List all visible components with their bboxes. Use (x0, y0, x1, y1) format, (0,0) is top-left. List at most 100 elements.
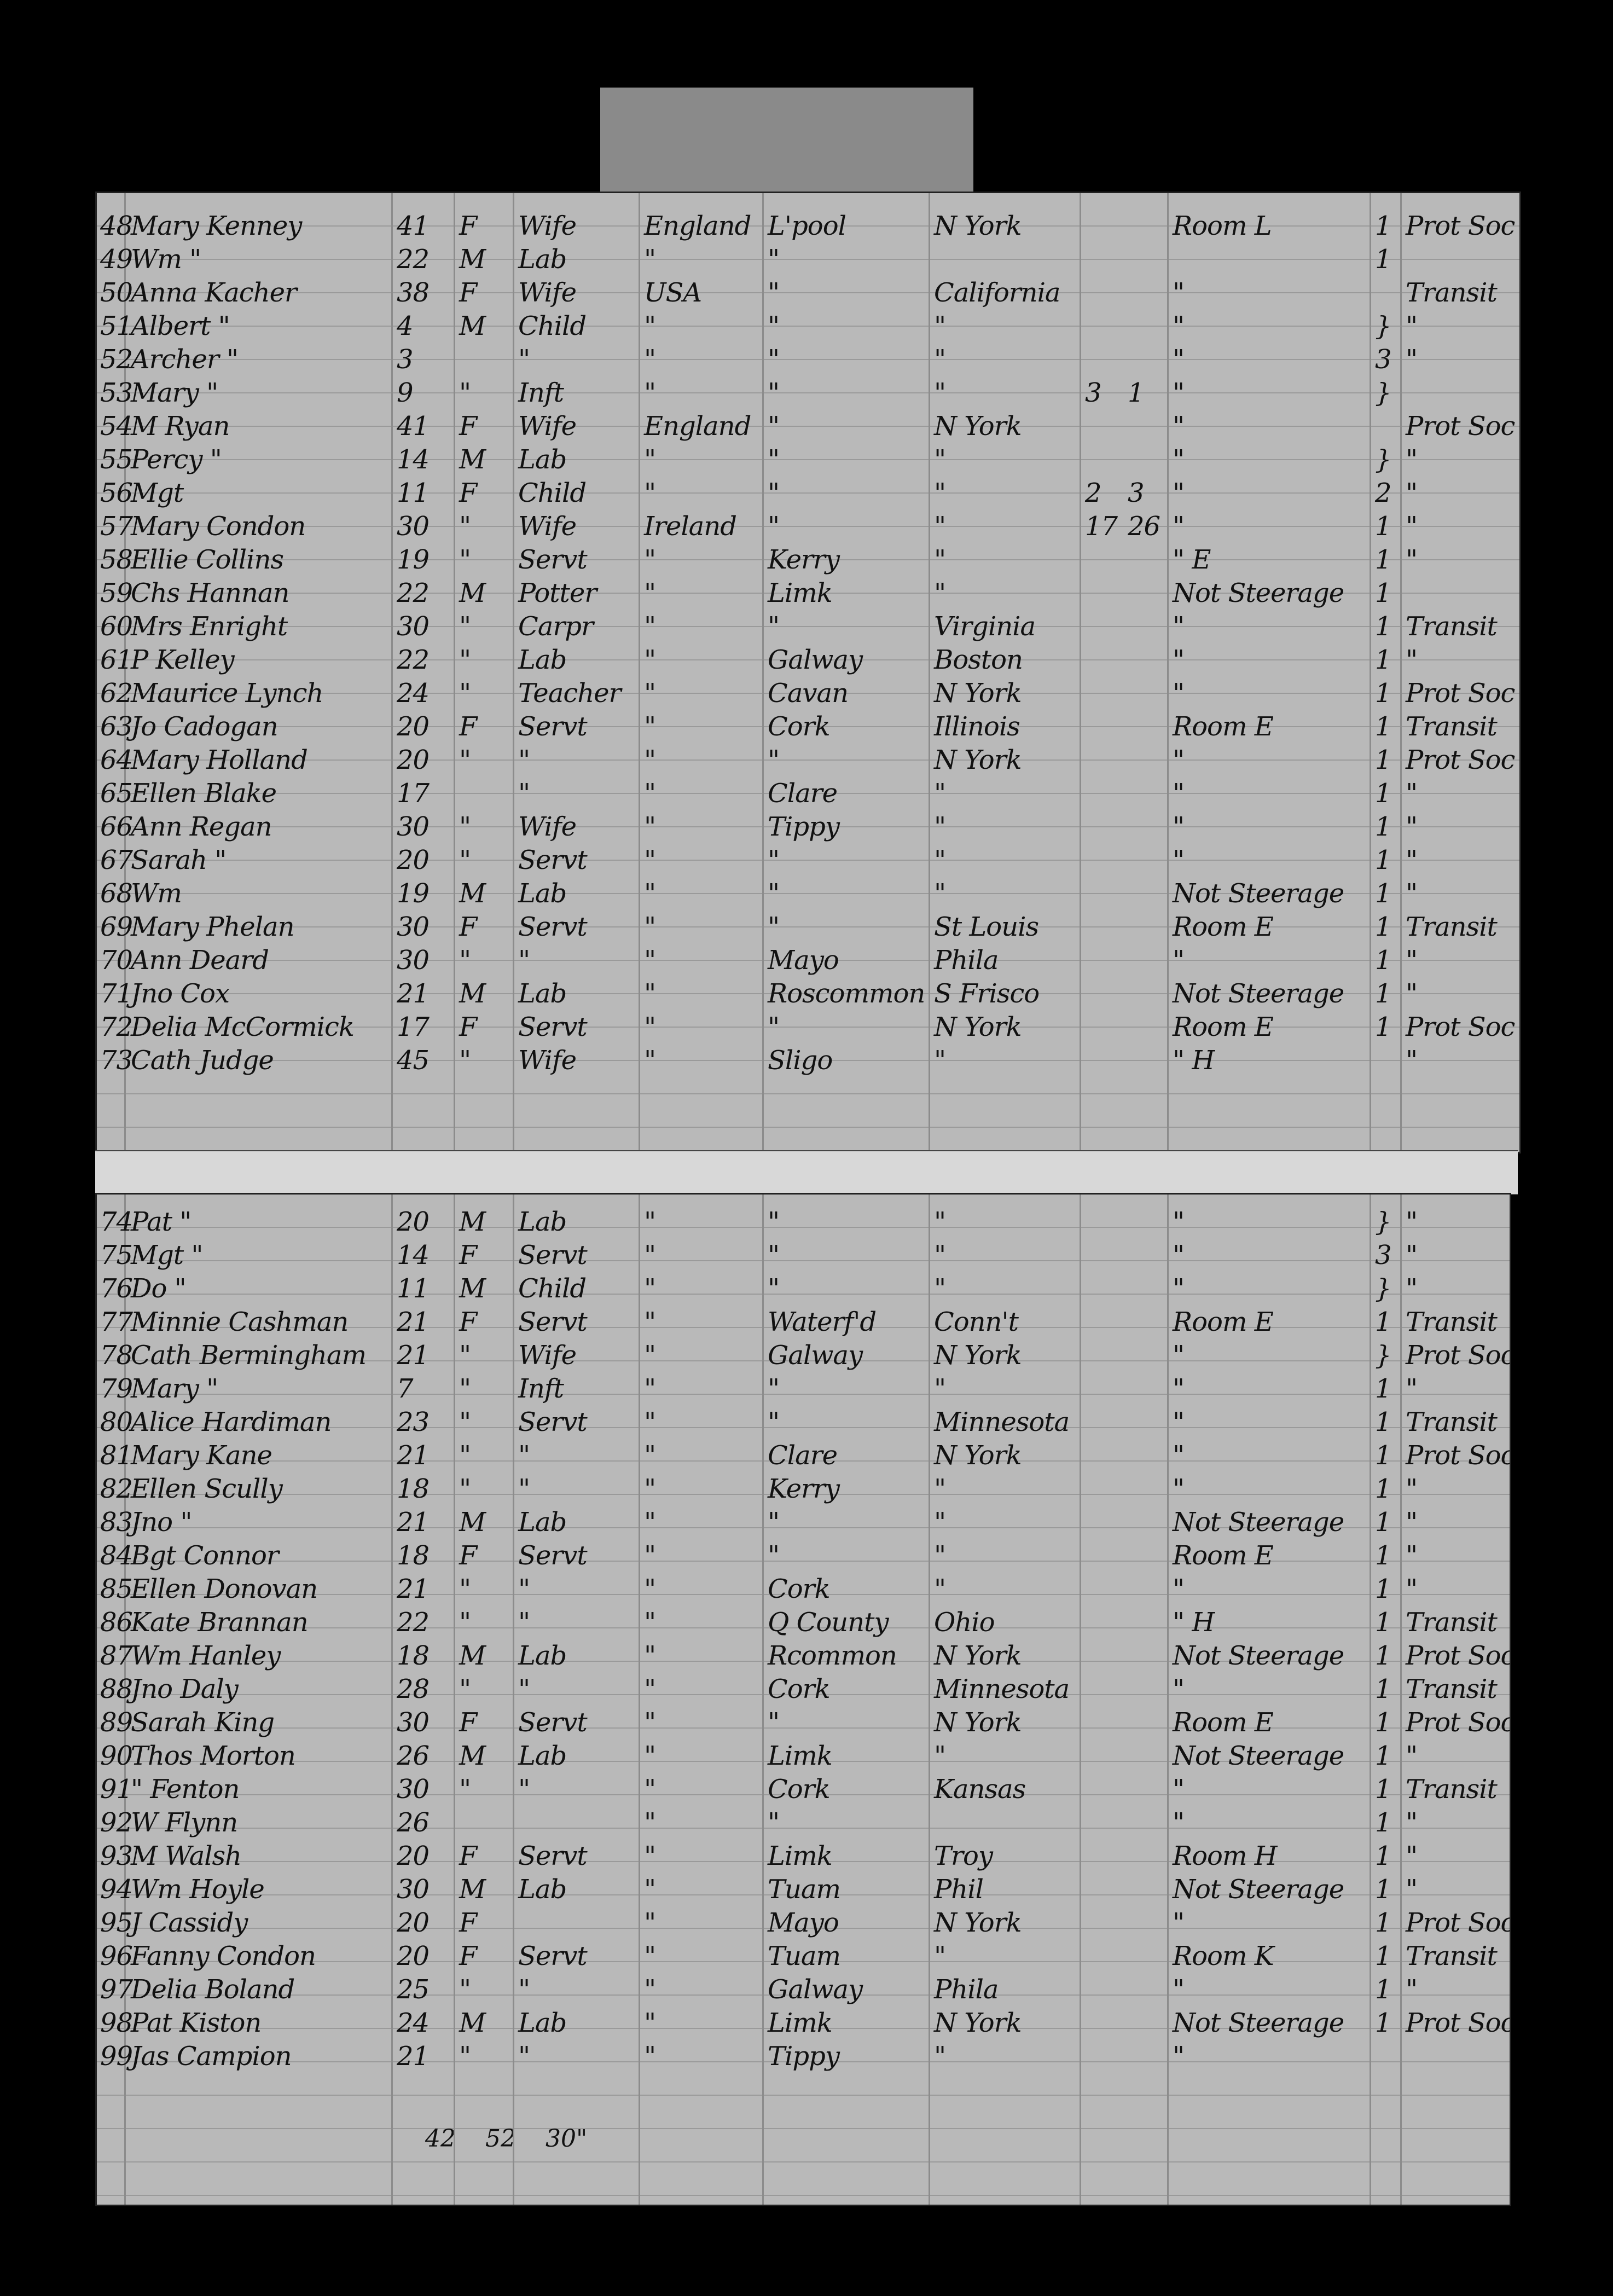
age: 18 (397, 1540, 430, 1571)
age: 30 (397, 1874, 430, 1905)
accommodation: " (1173, 444, 1185, 475)
destination: N York (934, 1012, 1022, 1042)
age: 21 (397, 1307, 430, 1337)
passenger-name: Mary " (131, 1373, 218, 1404)
passenger-name: Cath Judge (131, 1045, 274, 1076)
nationality: " (644, 1874, 656, 1905)
occupation: Servt (518, 912, 588, 942)
passenger-count: 1 (1375, 511, 1392, 542)
passenger-name: Mary Kenney (131, 211, 302, 241)
agency: " (1406, 1540, 1418, 1571)
agency: Transit (1406, 1307, 1498, 1337)
ruled-column-line (513, 1195, 514, 2205)
accommodation: " (1173, 1440, 1185, 1471)
accommodation: " (1173, 311, 1185, 341)
destination: " (934, 1474, 946, 1504)
passenger-count: 1 (1375, 1841, 1392, 1871)
accommodation: Not Steerage (1173, 878, 1344, 909)
passenger-name: Wm Hanley (131, 1640, 281, 1671)
nationality: " (644, 1307, 656, 1337)
nationality: " (644, 878, 656, 909)
occupation: " (518, 745, 530, 775)
manifest-row: 68 Wm 19 M Lab " " " Not Steerage 1 " (97, 877, 1519, 911)
accommodation: " H (1173, 1045, 1215, 1076)
ruled-column-line (762, 1195, 764, 2205)
occupation: Lab (518, 1207, 567, 1237)
nationality: " (644, 1941, 656, 1972)
accommodation: " (1173, 511, 1185, 542)
nationality: " (644, 378, 656, 408)
manifest-page-lower: 42 52 30" 74 Pat " 20 M Lab " " " "} " 75 Mgt " 14 F S… (95, 1193, 1511, 2206)
passenger-count: } (1375, 311, 1392, 341)
occupation: Lab (518, 244, 567, 275)
manifest-row: 59 Chs Hannan 22 M Potter " Limk " Not Steerage 1 (97, 577, 1519, 610)
manifest-row: 89 Sarah King 30 F Servt " " N York Room E 1 Prot … (97, 1706, 1510, 1740)
agency: Transit (1406, 1407, 1498, 1437)
accommodation: " (1173, 1674, 1185, 1704)
nationality: " (644, 845, 656, 876)
manifest-row: 61 P Kelley 22 " Lab " Galway Boston " 1 " (97, 643, 1519, 677)
entry-number: 59 (100, 578, 133, 608)
agency: " (1406, 945, 1418, 976)
entry-number: 88 (100, 1674, 133, 1704)
passenger-count: 1 (1375, 578, 1392, 608)
agency: " (1406, 1507, 1418, 1538)
destination: California (934, 277, 1061, 308)
manifest-row: 77 Minnie Cashman 21 F Servt " Waterf'd Conn't R… (97, 1306, 1510, 1339)
manifest-row: 56 Mgt 11 F Child " " " 2 3 " 2 " (97, 477, 1519, 510)
passenger-name: W Flynn (131, 1807, 238, 1838)
nationality: " (644, 912, 656, 942)
manifest-row: 86 Kate Brannan 22 " " " Q County Ohio " H 1 Trans… (97, 1606, 1510, 1639)
age: 3 (397, 344, 414, 375)
occupation: Lab (518, 1741, 567, 1771)
passenger-count: } (1375, 444, 1392, 475)
manifest-row: 76 Do " 11 M Child " " " "} " (97, 1272, 1510, 1306)
passenger-name: Mary Condon (131, 511, 306, 542)
destination: " (934, 378, 946, 408)
occupation: Lab (518, 1640, 567, 1671)
destination: N York (934, 1707, 1022, 1738)
occupation: Wife (518, 411, 577, 442)
entry-number: 63 (100, 711, 133, 742)
manifest-row: 87 Wm Hanley 18 M Lab " Rcommon N York Not Steer… (97, 1639, 1510, 1673)
nationality: " (644, 678, 656, 709)
accommodation: " (1173, 678, 1185, 709)
manifest-row: 88 Jno Daly 28 " " " Cork Minnesota " 1 Transit (97, 1673, 1510, 1706)
entry-number: 84 (100, 1540, 133, 1571)
nationality: " (644, 645, 656, 675)
agency: " (1406, 444, 1418, 475)
manifest-row: 99 Jas Campion 21 " " " Tippy " " (97, 2040, 1510, 2073)
entry-number: 73 (100, 1045, 133, 1076)
origin-county: " (768, 611, 780, 642)
passenger-count: 2 (1375, 478, 1392, 508)
passenger-name: Mary " (131, 378, 218, 408)
origin-county: Tuam (768, 1941, 841, 1972)
agency: " (1406, 1841, 1418, 1871)
occupation: " (518, 1607, 530, 1638)
origin-county: " (768, 478, 780, 508)
occupation: Servt (518, 1941, 588, 1972)
ruled-column-line (1400, 1195, 1402, 2205)
occupation: Servt (518, 1307, 588, 1337)
ruled-column-line (391, 193, 393, 1152)
passenger-count: 1 (1375, 1440, 1392, 1471)
sex: " (459, 1774, 471, 1805)
sex: M (459, 2008, 486, 2038)
passenger-name: Fanny Condon (131, 1941, 316, 1972)
total-value: 30" (546, 2125, 588, 2153)
destination: Ohio (934, 1607, 995, 1638)
entry-number: 54 (100, 411, 133, 442)
entry-number: 81 (100, 1440, 133, 1471)
occupation: Lab (518, 444, 567, 475)
ruled-column-line (929, 193, 930, 1152)
passenger-name: Pat Kiston (131, 2008, 262, 2038)
passenger-count: 1 (1375, 778, 1392, 809)
manifest-row: 92 W Flynn 26 " " " 1 " (97, 1806, 1510, 1840)
origin-county: Rcommon (768, 1640, 897, 1671)
passenger-count: 1 (1375, 1974, 1392, 2005)
age: 28 (397, 1674, 430, 1704)
occupation: Lab (518, 2008, 567, 2038)
passenger-name: Jno Daly (131, 1674, 239, 1704)
nationality: " (644, 1774, 656, 1805)
origin-county: Clare (768, 778, 838, 809)
